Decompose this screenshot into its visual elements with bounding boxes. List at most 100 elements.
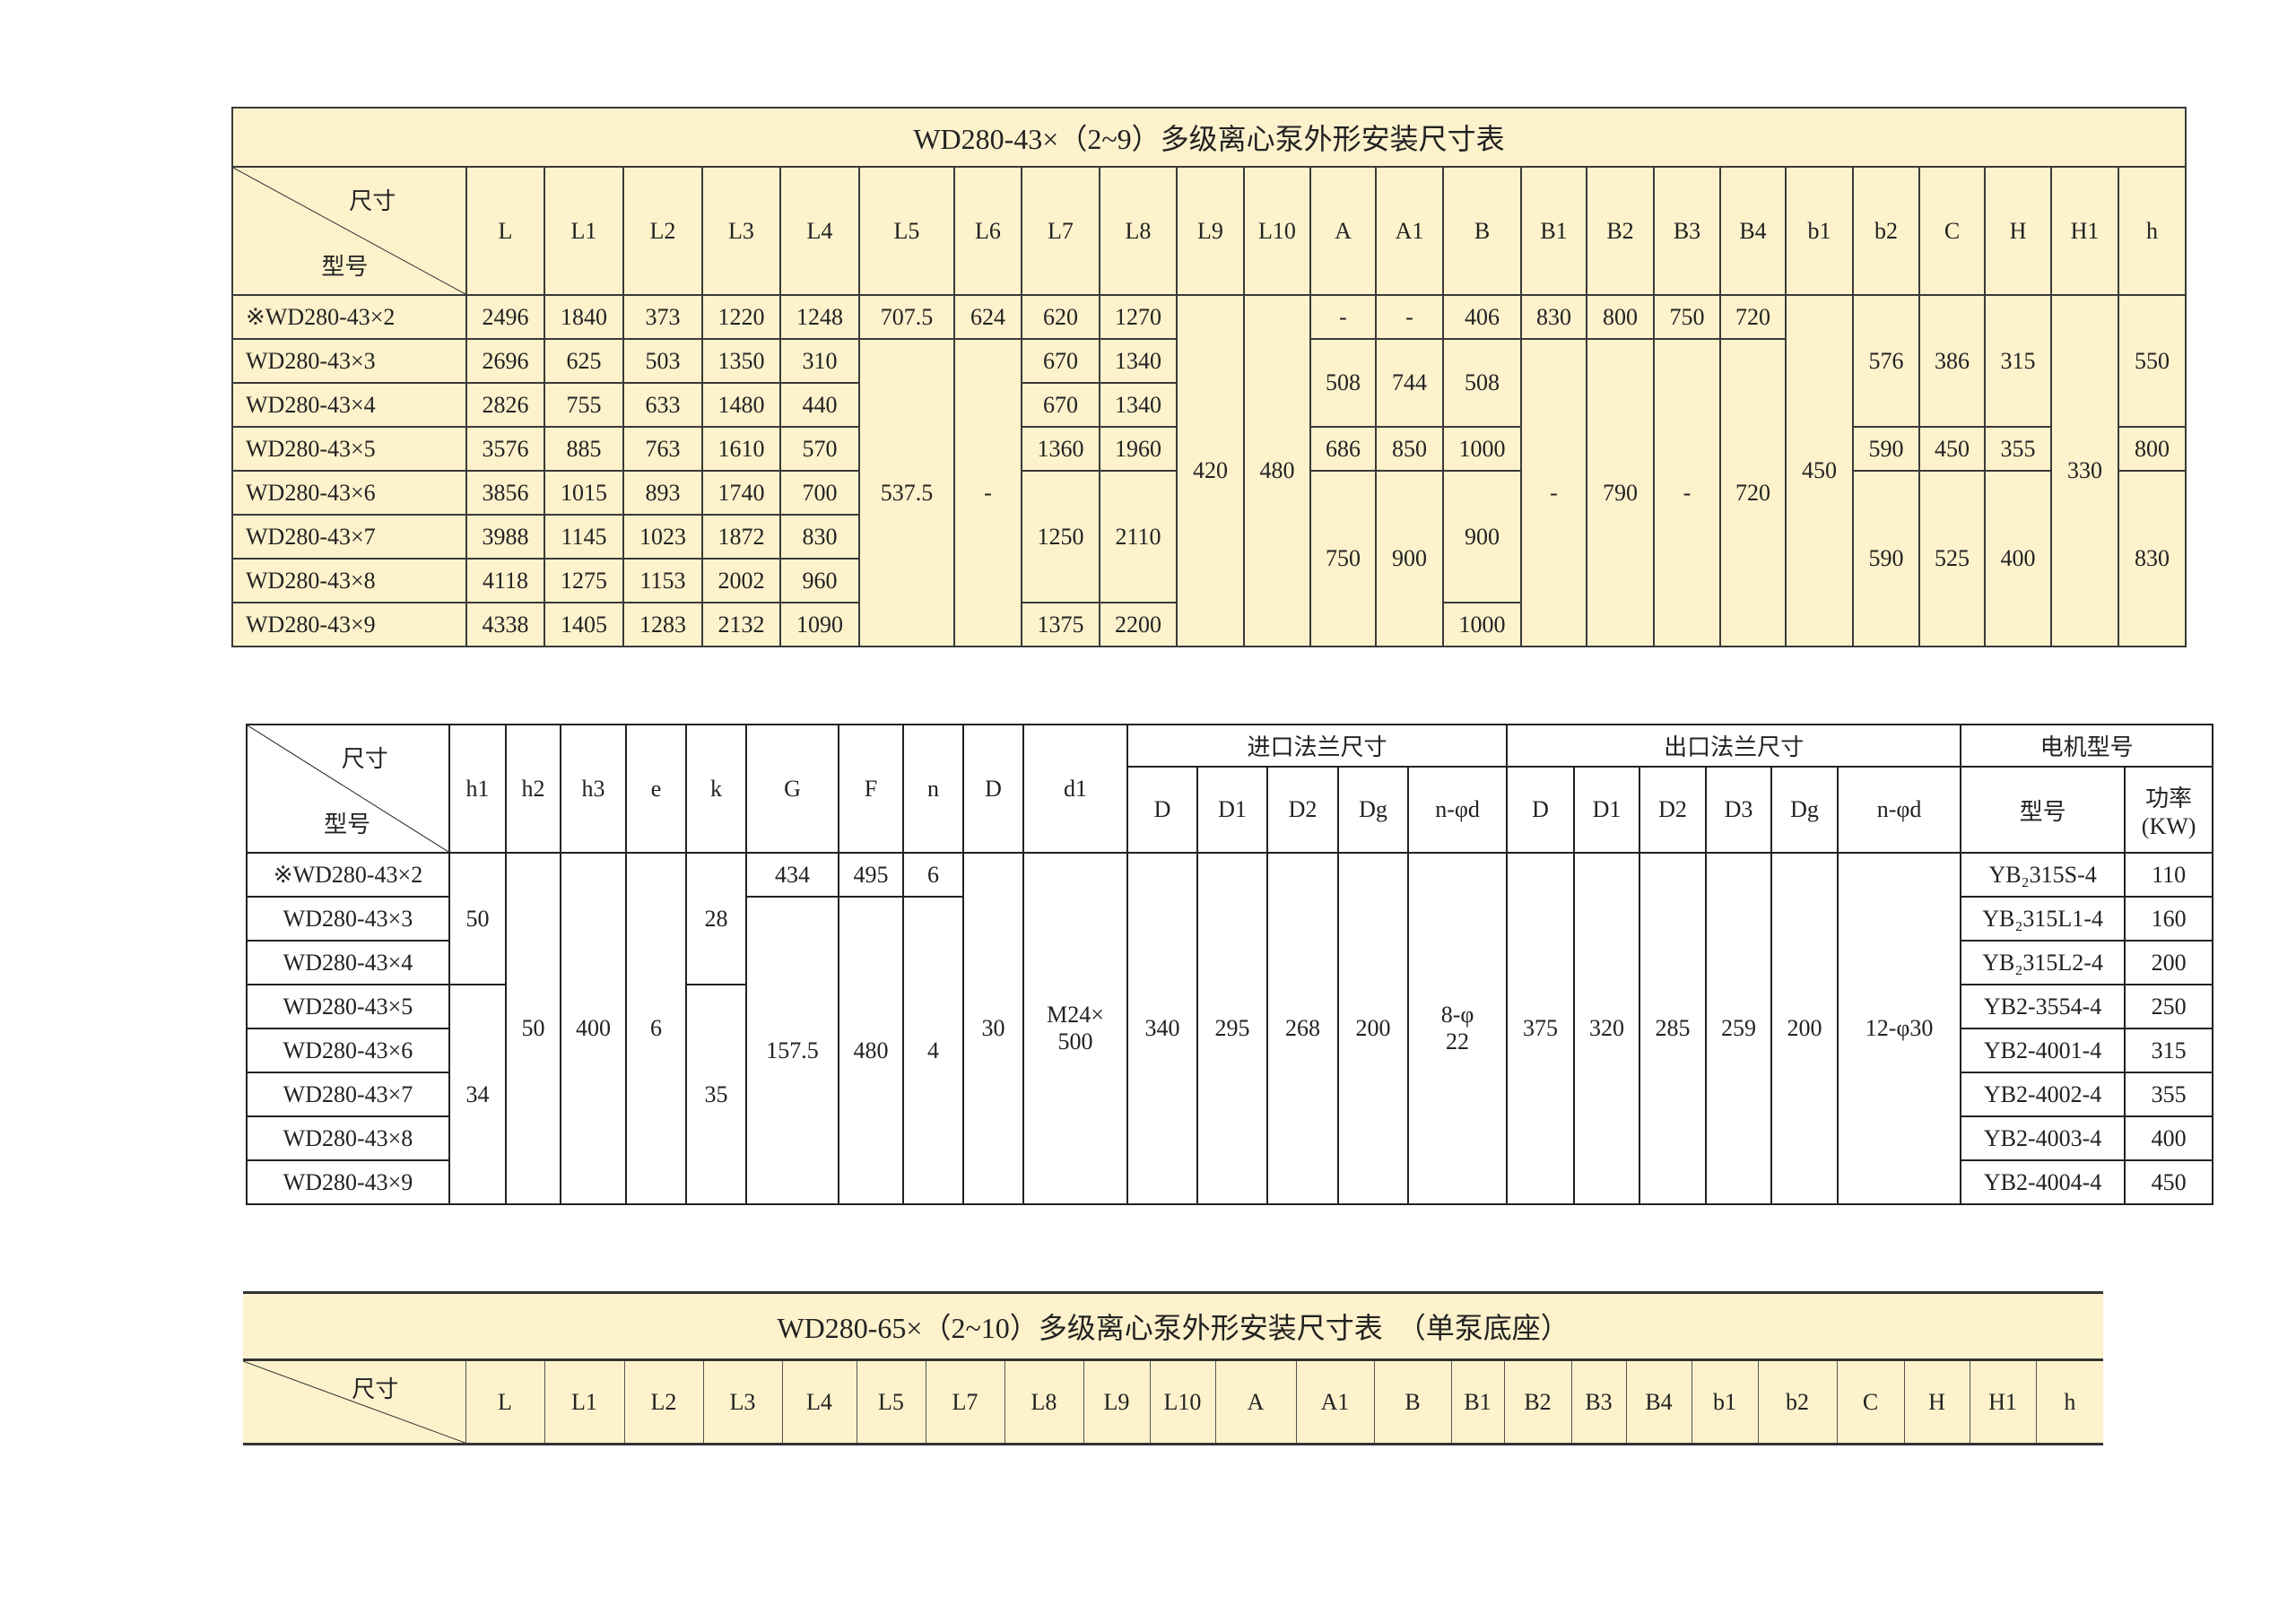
table-cell: 330	[2050, 294, 2119, 647]
column-header: L1	[544, 166, 624, 296]
table-cell: 375	[1506, 852, 1576, 1205]
column-header: b2	[1852, 166, 1920, 296]
table-cell: 885	[544, 426, 624, 472]
table-cell: 400	[560, 852, 627, 1205]
table-cell: 420	[1176, 294, 1245, 647]
column-header: L3	[701, 166, 781, 296]
inlet-column-header: n-φd	[1406, 766, 1509, 854]
table-cell: 686	[1309, 426, 1377, 472]
column-header: B4	[1625, 1358, 1692, 1445]
table-cell: 200	[1770, 852, 1839, 1205]
table-cell: 700	[779, 470, 860, 516]
column-header: L5	[856, 1358, 926, 1445]
outlet-column-header: D2	[1639, 766, 1708, 854]
table-cell: 440	[779, 382, 860, 428]
column-header: L10	[1149, 1358, 1215, 1445]
table-cell: 1220	[701, 294, 781, 340]
table-row: WD280-43×7 YB2-4002-4 355	[246, 1072, 2214, 1117]
table-cell: 34	[448, 984, 507, 1205]
table-cell: 900	[1442, 470, 1522, 603]
motor-model-header: 型号	[1960, 766, 2126, 854]
table-cell: 1360	[1021, 426, 1100, 472]
column-header: L2	[622, 166, 703, 296]
table-cell: 590	[1852, 426, 1920, 472]
column-header: B3	[1570, 1358, 1626, 1445]
table-cell: 537.5	[858, 338, 955, 647]
table-cell: 355	[2124, 1072, 2214, 1117]
table-cell: 50	[505, 852, 561, 1205]
model-cell: WD280-43×8	[231, 558, 467, 603]
model-cell: WD280-43×8	[246, 1115, 450, 1161]
column-header: h3	[560, 724, 627, 854]
table-cell: 800	[1586, 294, 1655, 340]
table-cell: 250	[2124, 984, 2214, 1029]
model-cell: WD280-43×5	[246, 984, 450, 1029]
table-cell: 315	[1984, 294, 2052, 428]
corner-label-size: 尺寸	[341, 745, 388, 772]
table-cell: 720	[1719, 338, 1787, 647]
table-cell: -	[953, 338, 1022, 647]
table-cell: 850	[1375, 426, 1444, 472]
wd280-43-dimension-table: WD280-43×（2~9）多级离心泵外形安装尺寸表 尺寸 型号 L L1 L2 L3…	[230, 107, 2187, 647]
table-row: WD280-43×7 3988 1145 1023 1872 830	[231, 514, 2186, 560]
column-header: L6	[953, 166, 1022, 296]
table-cell: 830	[2117, 470, 2187, 647]
table-cell: 1145	[544, 514, 624, 560]
outlet-flange-group-header: 出口法兰尺寸	[1506, 724, 1962, 768]
table-row: WD280-43×3 2696 625 503 1350 310 537.5-670 1340…	[231, 338, 2186, 647]
table-cell: 50	[448, 852, 507, 985]
table-cell: 1340	[1099, 382, 1178, 428]
outlet-column-header: Dg	[1770, 766, 1839, 854]
table-cell: 3856	[465, 470, 545, 516]
table-cell: 259	[1705, 852, 1773, 1205]
table-cell: 960	[779, 558, 860, 603]
table-cell: 1872	[701, 514, 781, 560]
table-row: WD280-43×3 157.5 480 4 YB₂315L1-4 160	[246, 896, 2214, 1205]
table-cell: M24× 500	[1022, 852, 1128, 1205]
table-cell: YB₂315L1-4	[1960, 896, 2126, 942]
diagonal-line	[248, 725, 448, 852]
model-cell: WD280-43×7	[246, 1072, 450, 1117]
table-cell: 624	[953, 294, 1022, 340]
corner-label-size: 尺寸	[352, 1376, 399, 1402]
table-cell: YB₂315L2-4	[1960, 940, 2126, 985]
table-cell: 2826	[465, 382, 545, 428]
table-cell: 4338	[465, 602, 545, 647]
table-cell: 707.5	[858, 294, 955, 340]
table-cell: 576	[1852, 294, 1920, 428]
table-cell: 1480	[701, 382, 781, 428]
table-cell: YB2-4001-4	[1960, 1028, 2126, 1073]
column-header: b1	[1785, 166, 1854, 296]
column-header: L8	[1099, 166, 1178, 296]
table-cell: 1960	[1099, 426, 1178, 472]
table-cell: 744	[1375, 338, 1444, 428]
table-cell: 160	[2124, 896, 2214, 942]
table-cell: 450	[1918, 426, 1986, 472]
table-cell: 480	[838, 896, 904, 1205]
table-cell: 1015	[544, 470, 624, 516]
table-row: WD280-43×9 4338 1405 1283 2132 1090 1375 2200 10…	[231, 602, 2186, 647]
table-cell: -	[1309, 294, 1377, 340]
table-cell: 30	[962, 852, 1024, 1205]
column-header: L4	[779, 166, 860, 296]
column-header: L7	[1021, 166, 1100, 296]
table-cell: 550	[2117, 294, 2187, 428]
table-cell: 450	[1785, 294, 1854, 647]
column-header: L10	[1243, 166, 1311, 296]
inlet-column-header: D2	[1266, 766, 1339, 854]
table-cell: -	[1375, 294, 1444, 340]
table-cell: 1250	[1021, 470, 1100, 603]
table-cell: -	[1653, 338, 1721, 647]
table-cell: -	[1520, 338, 1587, 647]
model-cell: WD280-43×4	[246, 940, 450, 985]
table-cell: 755	[544, 382, 624, 428]
column-header: A1	[1295, 1358, 1374, 1445]
table-cell: YB2-4004-4	[1960, 1159, 2126, 1205]
table-cell: 157.5	[745, 896, 839, 1205]
table-cell: 790	[1586, 338, 1655, 647]
table-row: WD280-43×8 4118 1275 1153 2002 960	[231, 558, 2186, 603]
column-header: L3	[702, 1358, 782, 1445]
motor-power-header: 功率 (KW)	[2124, 766, 2214, 854]
table-cell: 110	[2124, 852, 2214, 898]
column-header: B1	[1520, 166, 1587, 296]
